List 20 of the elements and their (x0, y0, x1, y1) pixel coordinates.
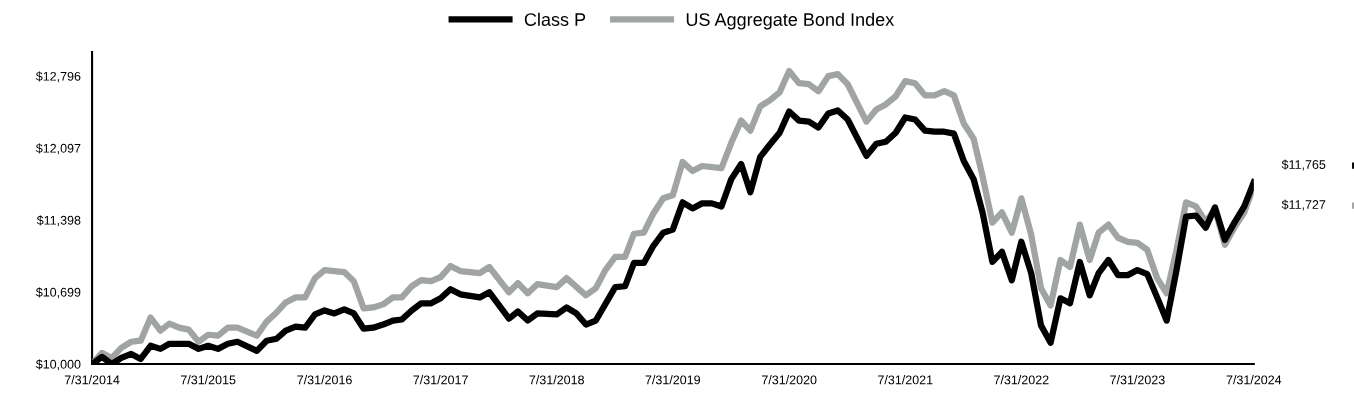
x-tick-label: 7/31/2024 (1226, 375, 1282, 385)
x-tick-label: 7/31/2021 (878, 375, 933, 385)
x-tick-label: 7/31/2014 (64, 375, 120, 385)
y-tick-label: $12,097 (35, 143, 81, 155)
x-tick-label: 7/31/2016 (297, 375, 352, 385)
x-tick-label: 7/31/2017 (413, 375, 468, 385)
x-tick-label: 7/31/2019 (645, 375, 700, 385)
x-tick-label: 7/31/2015 (180, 375, 236, 385)
x-tick-label: 7/31/2023 (1110, 375, 1165, 385)
annotation: $11,765 (1281, 159, 1326, 171)
y-tick-label: $10,000 (35, 359, 81, 371)
annotation: $11,727 (1281, 199, 1326, 211)
x-tick-label: 7/31/2018 (529, 375, 584, 385)
y-tick-label: $12,796 (35, 71, 81, 83)
legend-label: Class P (524, 12, 586, 26)
x-tick-label: 7/31/2020 (762, 375, 817, 385)
x-tick-label: 7/31/2022 (994, 375, 1049, 385)
legend-label: US Aggregate Bond Index (686, 12, 895, 30)
y-tick-label: $10,699 (35, 287, 81, 299)
y-tick-label: $11,398 (36, 215, 81, 227)
